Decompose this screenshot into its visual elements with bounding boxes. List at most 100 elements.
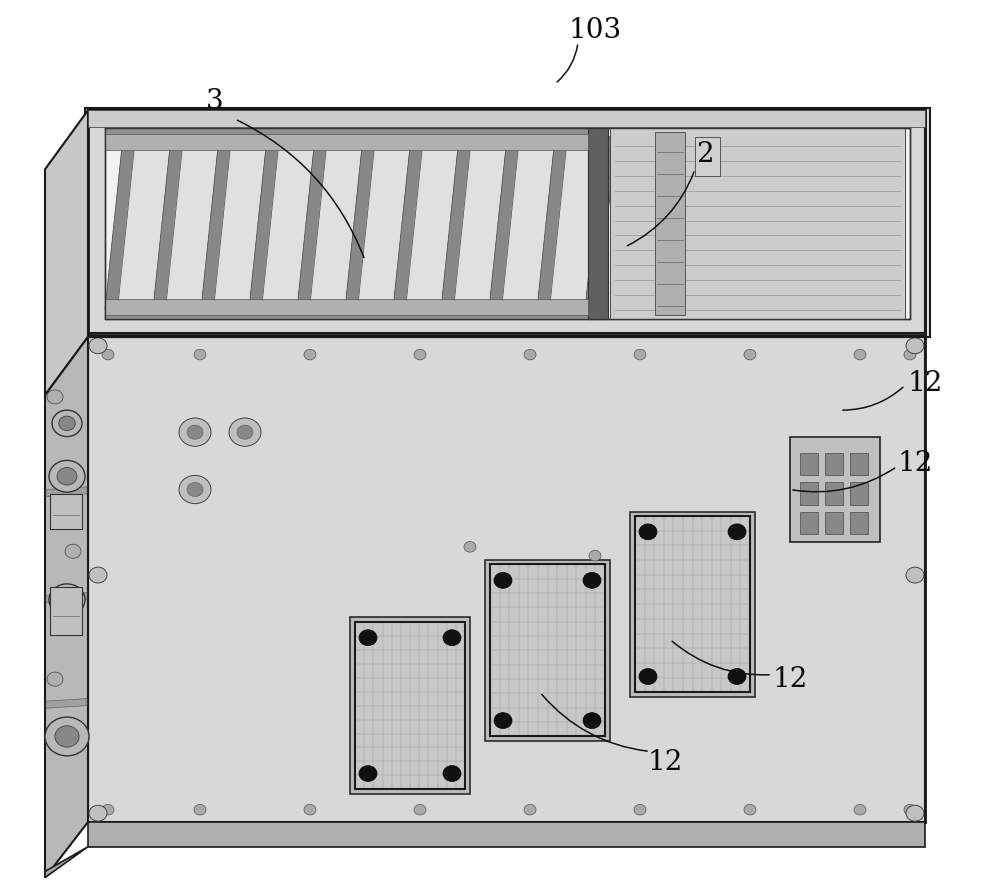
Polygon shape xyxy=(550,137,603,309)
Polygon shape xyxy=(105,299,588,315)
Polygon shape xyxy=(45,110,88,395)
Circle shape xyxy=(464,542,476,552)
Circle shape xyxy=(304,804,316,815)
Circle shape xyxy=(583,572,601,588)
Polygon shape xyxy=(50,587,82,635)
Polygon shape xyxy=(850,512,868,534)
Polygon shape xyxy=(46,487,87,497)
Text: 3: 3 xyxy=(206,88,224,115)
Circle shape xyxy=(187,425,203,439)
Text: 12: 12 xyxy=(772,666,808,692)
Circle shape xyxy=(65,544,81,558)
Polygon shape xyxy=(105,306,590,319)
Polygon shape xyxy=(88,822,925,847)
Circle shape xyxy=(59,416,75,430)
Circle shape xyxy=(237,425,253,439)
Circle shape xyxy=(304,349,316,360)
Circle shape xyxy=(102,804,114,815)
Polygon shape xyxy=(45,847,88,878)
Circle shape xyxy=(57,591,77,609)
Circle shape xyxy=(414,349,426,360)
Polygon shape xyxy=(537,137,568,309)
Circle shape xyxy=(494,713,512,729)
Polygon shape xyxy=(297,137,328,309)
Circle shape xyxy=(524,804,536,815)
Circle shape xyxy=(906,567,924,583)
Text: 12: 12 xyxy=(897,450,933,476)
Circle shape xyxy=(906,805,924,821)
Polygon shape xyxy=(800,453,818,475)
Circle shape xyxy=(634,349,646,360)
Circle shape xyxy=(634,804,646,815)
Polygon shape xyxy=(502,137,555,309)
Circle shape xyxy=(728,669,746,684)
Polygon shape xyxy=(485,560,610,741)
Circle shape xyxy=(179,418,211,446)
Circle shape xyxy=(494,572,512,588)
Polygon shape xyxy=(345,137,376,309)
Circle shape xyxy=(443,630,461,646)
Polygon shape xyxy=(105,137,136,309)
Circle shape xyxy=(639,524,657,540)
Circle shape xyxy=(524,349,536,360)
Circle shape xyxy=(52,410,82,437)
Polygon shape xyxy=(825,453,843,475)
Circle shape xyxy=(744,349,756,360)
Circle shape xyxy=(89,338,107,354)
Polygon shape xyxy=(825,512,843,534)
Polygon shape xyxy=(800,512,818,534)
Polygon shape xyxy=(610,128,905,319)
Circle shape xyxy=(194,804,206,815)
Circle shape xyxy=(854,804,866,815)
Circle shape xyxy=(55,726,79,747)
Polygon shape xyxy=(310,137,363,309)
Text: 12: 12 xyxy=(647,750,683,776)
Polygon shape xyxy=(214,137,267,309)
Polygon shape xyxy=(201,137,232,309)
Circle shape xyxy=(583,713,601,729)
Polygon shape xyxy=(105,128,910,319)
Circle shape xyxy=(179,475,211,504)
Circle shape xyxy=(443,766,461,781)
Circle shape xyxy=(744,804,756,815)
Circle shape xyxy=(47,672,63,686)
Polygon shape xyxy=(45,337,88,878)
Circle shape xyxy=(414,804,426,815)
Polygon shape xyxy=(635,516,750,692)
Polygon shape xyxy=(454,137,507,309)
Polygon shape xyxy=(489,137,520,309)
Circle shape xyxy=(904,804,916,815)
Polygon shape xyxy=(630,512,755,697)
Circle shape xyxy=(854,349,866,360)
Circle shape xyxy=(45,717,89,756)
Polygon shape xyxy=(88,110,925,333)
Circle shape xyxy=(589,550,601,561)
Polygon shape xyxy=(88,110,925,127)
Polygon shape xyxy=(490,564,605,736)
Polygon shape xyxy=(249,137,280,309)
Polygon shape xyxy=(105,128,590,138)
Polygon shape xyxy=(153,137,184,309)
Polygon shape xyxy=(88,337,925,822)
Text: 2: 2 xyxy=(696,141,714,168)
Circle shape xyxy=(102,349,114,360)
Polygon shape xyxy=(262,137,315,309)
Polygon shape xyxy=(105,134,588,150)
Polygon shape xyxy=(85,108,930,337)
Circle shape xyxy=(728,524,746,540)
Polygon shape xyxy=(850,453,868,475)
Polygon shape xyxy=(406,137,459,309)
Polygon shape xyxy=(441,137,472,309)
Polygon shape xyxy=(695,137,720,176)
Text: 12: 12 xyxy=(907,370,943,397)
Circle shape xyxy=(194,349,206,360)
Text: 103: 103 xyxy=(568,18,622,44)
Circle shape xyxy=(89,805,107,821)
Polygon shape xyxy=(350,617,470,794)
Polygon shape xyxy=(118,137,171,309)
Polygon shape xyxy=(355,622,465,789)
Circle shape xyxy=(49,460,85,492)
Circle shape xyxy=(89,567,107,583)
Polygon shape xyxy=(850,482,868,505)
Circle shape xyxy=(359,630,377,646)
